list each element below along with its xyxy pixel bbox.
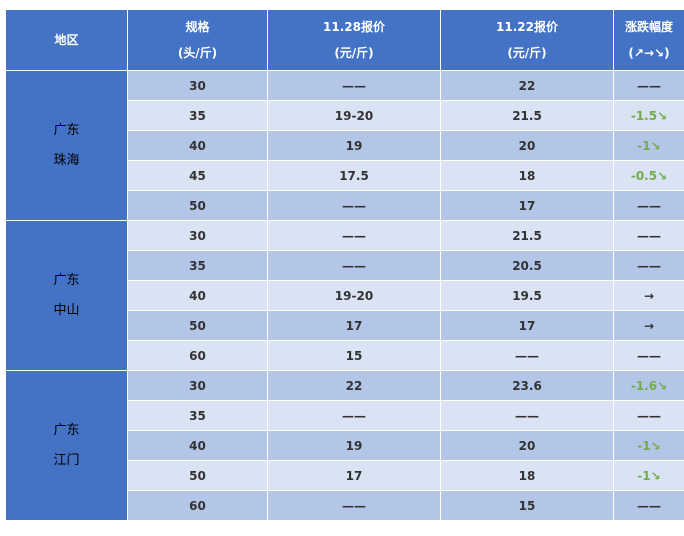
price-new-cell: —— <box>267 400 441 431</box>
spec-cell: 45 <box>127 160 268 191</box>
price-old-cell: 15 <box>440 490 614 521</box>
table-row: 35 19-20 21.5 -1.5↘ <box>6 100 684 131</box>
table-row: 50 17 17 → <box>6 310 684 341</box>
header-price-old: 11.22报价 (元/斤) <box>440 9 614 71</box>
table-row: 广东 珠海 30 —— 22 —— <box>5 70 684 221</box>
price-new-cell: —— <box>267 490 441 521</box>
header-change: 涨跌幅度 (↗→↘) <box>613 9 684 71</box>
change-cell: —— <box>613 340 684 371</box>
price-new-cell: 17 <box>267 460 441 491</box>
table-row: 50 —— 17 —— <box>6 190 684 221</box>
change-cell: —— <box>613 400 684 431</box>
table-row: 广东 中山 30 —— 21.5 —— <box>5 220 684 371</box>
price-old-cell: 18 <box>440 160 614 191</box>
table-row: 50 17 18 -1↘ <box>6 460 684 491</box>
price-table: 地区 规格 (头/斤) 11.28报价 (元/斤) 11.22报价 (元/斤) 涨跌幅… <box>5 9 684 521</box>
price-old-cell: 17 <box>440 310 614 341</box>
price-old-cell: 20.5 <box>440 250 614 281</box>
price-new-cell: 15 <box>267 340 441 371</box>
price-new-cell: 19 <box>267 430 441 461</box>
header-price-new: 11.28报价 (元/斤) <box>267 9 441 71</box>
price-new-cell: 17 <box>267 310 441 341</box>
spec-cell: 35 <box>127 100 268 131</box>
region-cell: 广东 江门 <box>5 370 128 521</box>
spec-cell: 30 <box>127 220 268 251</box>
price-old-cell: —— <box>440 400 614 431</box>
spec-cell: 35 <box>127 250 268 281</box>
spec-cell: 50 <box>127 460 268 491</box>
header-row: 地区 规格 (头/斤) 11.28报价 (元/斤) 11.22报价 (元/斤) 涨跌幅… <box>5 9 684 71</box>
price-old-cell: 22 <box>440 70 614 101</box>
change-cell: —— <box>613 190 684 221</box>
price-new-cell: 17.5 <box>267 160 441 191</box>
change-cell: —— <box>613 490 684 521</box>
spec-cell: 60 <box>127 340 268 371</box>
table-row: 45 17.5 18 -0.5↘ <box>6 160 684 191</box>
change-cell: -1↘ <box>613 430 684 461</box>
change-cell: -1↘ <box>613 460 684 491</box>
price-old-cell: 20 <box>440 430 614 461</box>
header-spec: 规格 (头/斤) <box>127 9 268 71</box>
change-cell: -1↘ <box>613 130 684 161</box>
spec-cell: 40 <box>127 430 268 461</box>
price-new-cell: —— <box>267 250 441 281</box>
price-old-cell: 21.5 <box>440 220 614 251</box>
price-old-cell: 19.5 <box>440 280 614 311</box>
price-new-cell: —— <box>267 70 441 101</box>
price-new-cell: —— <box>267 220 441 251</box>
table-row: 35 —— 20.5 —— <box>6 250 684 281</box>
change-cell: → <box>613 310 684 341</box>
change-cell: —— <box>613 70 684 101</box>
spec-cell: 60 <box>127 490 268 521</box>
price-old-cell: 18 <box>440 460 614 491</box>
table-row: 40 19 20 -1↘ <box>6 430 684 461</box>
price-old-cell: 21.5 <box>440 100 614 131</box>
price-old-cell: 20 <box>440 130 614 161</box>
table-row: 35 —— —— —— <box>6 400 684 431</box>
region-cell: 广东 中山 <box>5 220 128 371</box>
table-row: 40 19 20 -1↘ <box>6 130 684 161</box>
price-old-cell: 23.6 <box>440 370 614 401</box>
spec-cell: 30 <box>127 370 268 401</box>
change-cell: → <box>613 280 684 311</box>
spec-cell: 40 <box>127 280 268 311</box>
price-old-cell: —— <box>440 340 614 371</box>
change-cell: -1.5↘ <box>613 100 684 131</box>
spec-cell: 30 <box>127 70 268 101</box>
table-row: 广东 江门 30 22 23.6 -1.6↘ <box>5 370 684 521</box>
header-region: 地区 <box>5 9 128 71</box>
price-new-cell: —— <box>267 190 441 221</box>
change-cell: -0.5↘ <box>613 160 684 191</box>
price-new-cell: 22 <box>267 370 441 401</box>
table-row: 40 19-20 19.5 → <box>6 280 684 311</box>
change-cell: —— <box>613 250 684 281</box>
table-row: 60 —— 15 —— <box>6 490 684 521</box>
region-cell: 广东 珠海 <box>5 70 128 221</box>
price-new-cell: 19-20 <box>267 280 441 311</box>
spec-cell: 40 <box>127 130 268 161</box>
change-cell: —— <box>613 220 684 251</box>
spec-cell: 50 <box>127 190 268 221</box>
price-new-cell: 19-20 <box>267 100 441 131</box>
change-cell: -1.6↘ <box>613 370 684 401</box>
spec-cell: 50 <box>127 310 268 341</box>
price-new-cell: 19 <box>267 130 441 161</box>
price-old-cell: 17 <box>440 190 614 221</box>
spec-cell: 35 <box>127 400 268 431</box>
